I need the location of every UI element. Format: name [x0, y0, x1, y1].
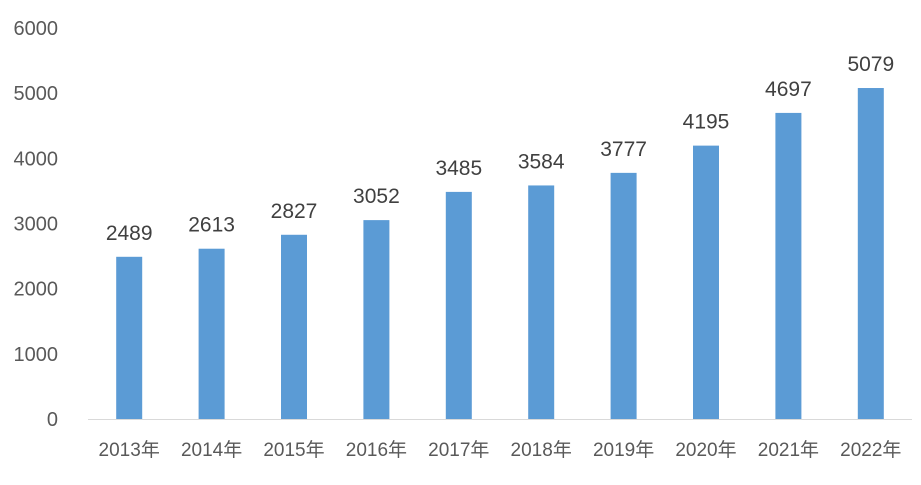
bar	[281, 234, 307, 419]
x-tick-label: 2013年	[99, 439, 160, 461]
x-tick-label: 2022年	[840, 439, 901, 461]
y-tick-label: 6000	[14, 18, 59, 40]
data-label: 3485	[435, 157, 482, 180]
data-label: 2613	[188, 214, 235, 237]
data-label: 3777	[600, 138, 647, 161]
bar	[528, 185, 555, 419]
x-tick-label: 2018年	[511, 439, 572, 461]
x-axis-ticks: 2013年 2014年 2015年 2016年 2017年 2018年 2019年 2020年…	[99, 439, 902, 461]
data-label: 5079	[847, 53, 894, 76]
data-label: 2489	[106, 222, 153, 245]
y-tick-label: 3000	[14, 214, 59, 236]
bar	[198, 248, 225, 419]
data-label: 2827	[271, 200, 318, 223]
x-tick-label: 2017年	[428, 439, 489, 461]
x-tick-label: 2019年	[593, 439, 654, 461]
data-label: 4195	[683, 111, 730, 134]
bar	[857, 88, 884, 420]
bar	[445, 191, 472, 419]
bar	[693, 145, 719, 419]
y-tick-label: 0	[47, 409, 58, 431]
bars-group	[116, 88, 884, 420]
y-tick-label: 4000	[14, 148, 59, 170]
data-label: 3052	[353, 185, 400, 208]
data-label: 3584	[518, 150, 565, 173]
bar	[610, 172, 637, 419]
x-tick-label: 2016年	[346, 439, 407, 461]
bar	[775, 112, 802, 419]
x-tick-label: 2020年	[675, 439, 736, 461]
y-axis-ticks: 0 1000 2000 3000 4000 5000 6000	[14, 18, 59, 431]
x-tick-label: 2015年	[263, 439, 324, 461]
bar	[116, 256, 143, 419]
x-tick-label: 2021年	[758, 439, 819, 461]
y-tick-label: 2000	[14, 279, 59, 301]
x-tick-label: 2014年	[181, 439, 242, 461]
bar	[363, 220, 390, 419]
y-tick-label: 1000	[14, 344, 59, 366]
y-tick-label: 5000	[14, 83, 59, 105]
data-labels-group: 2489 2613 2827 3052 3485 3584 3777 4195 4697 5079	[106, 53, 894, 245]
data-label: 4697	[765, 78, 812, 101]
